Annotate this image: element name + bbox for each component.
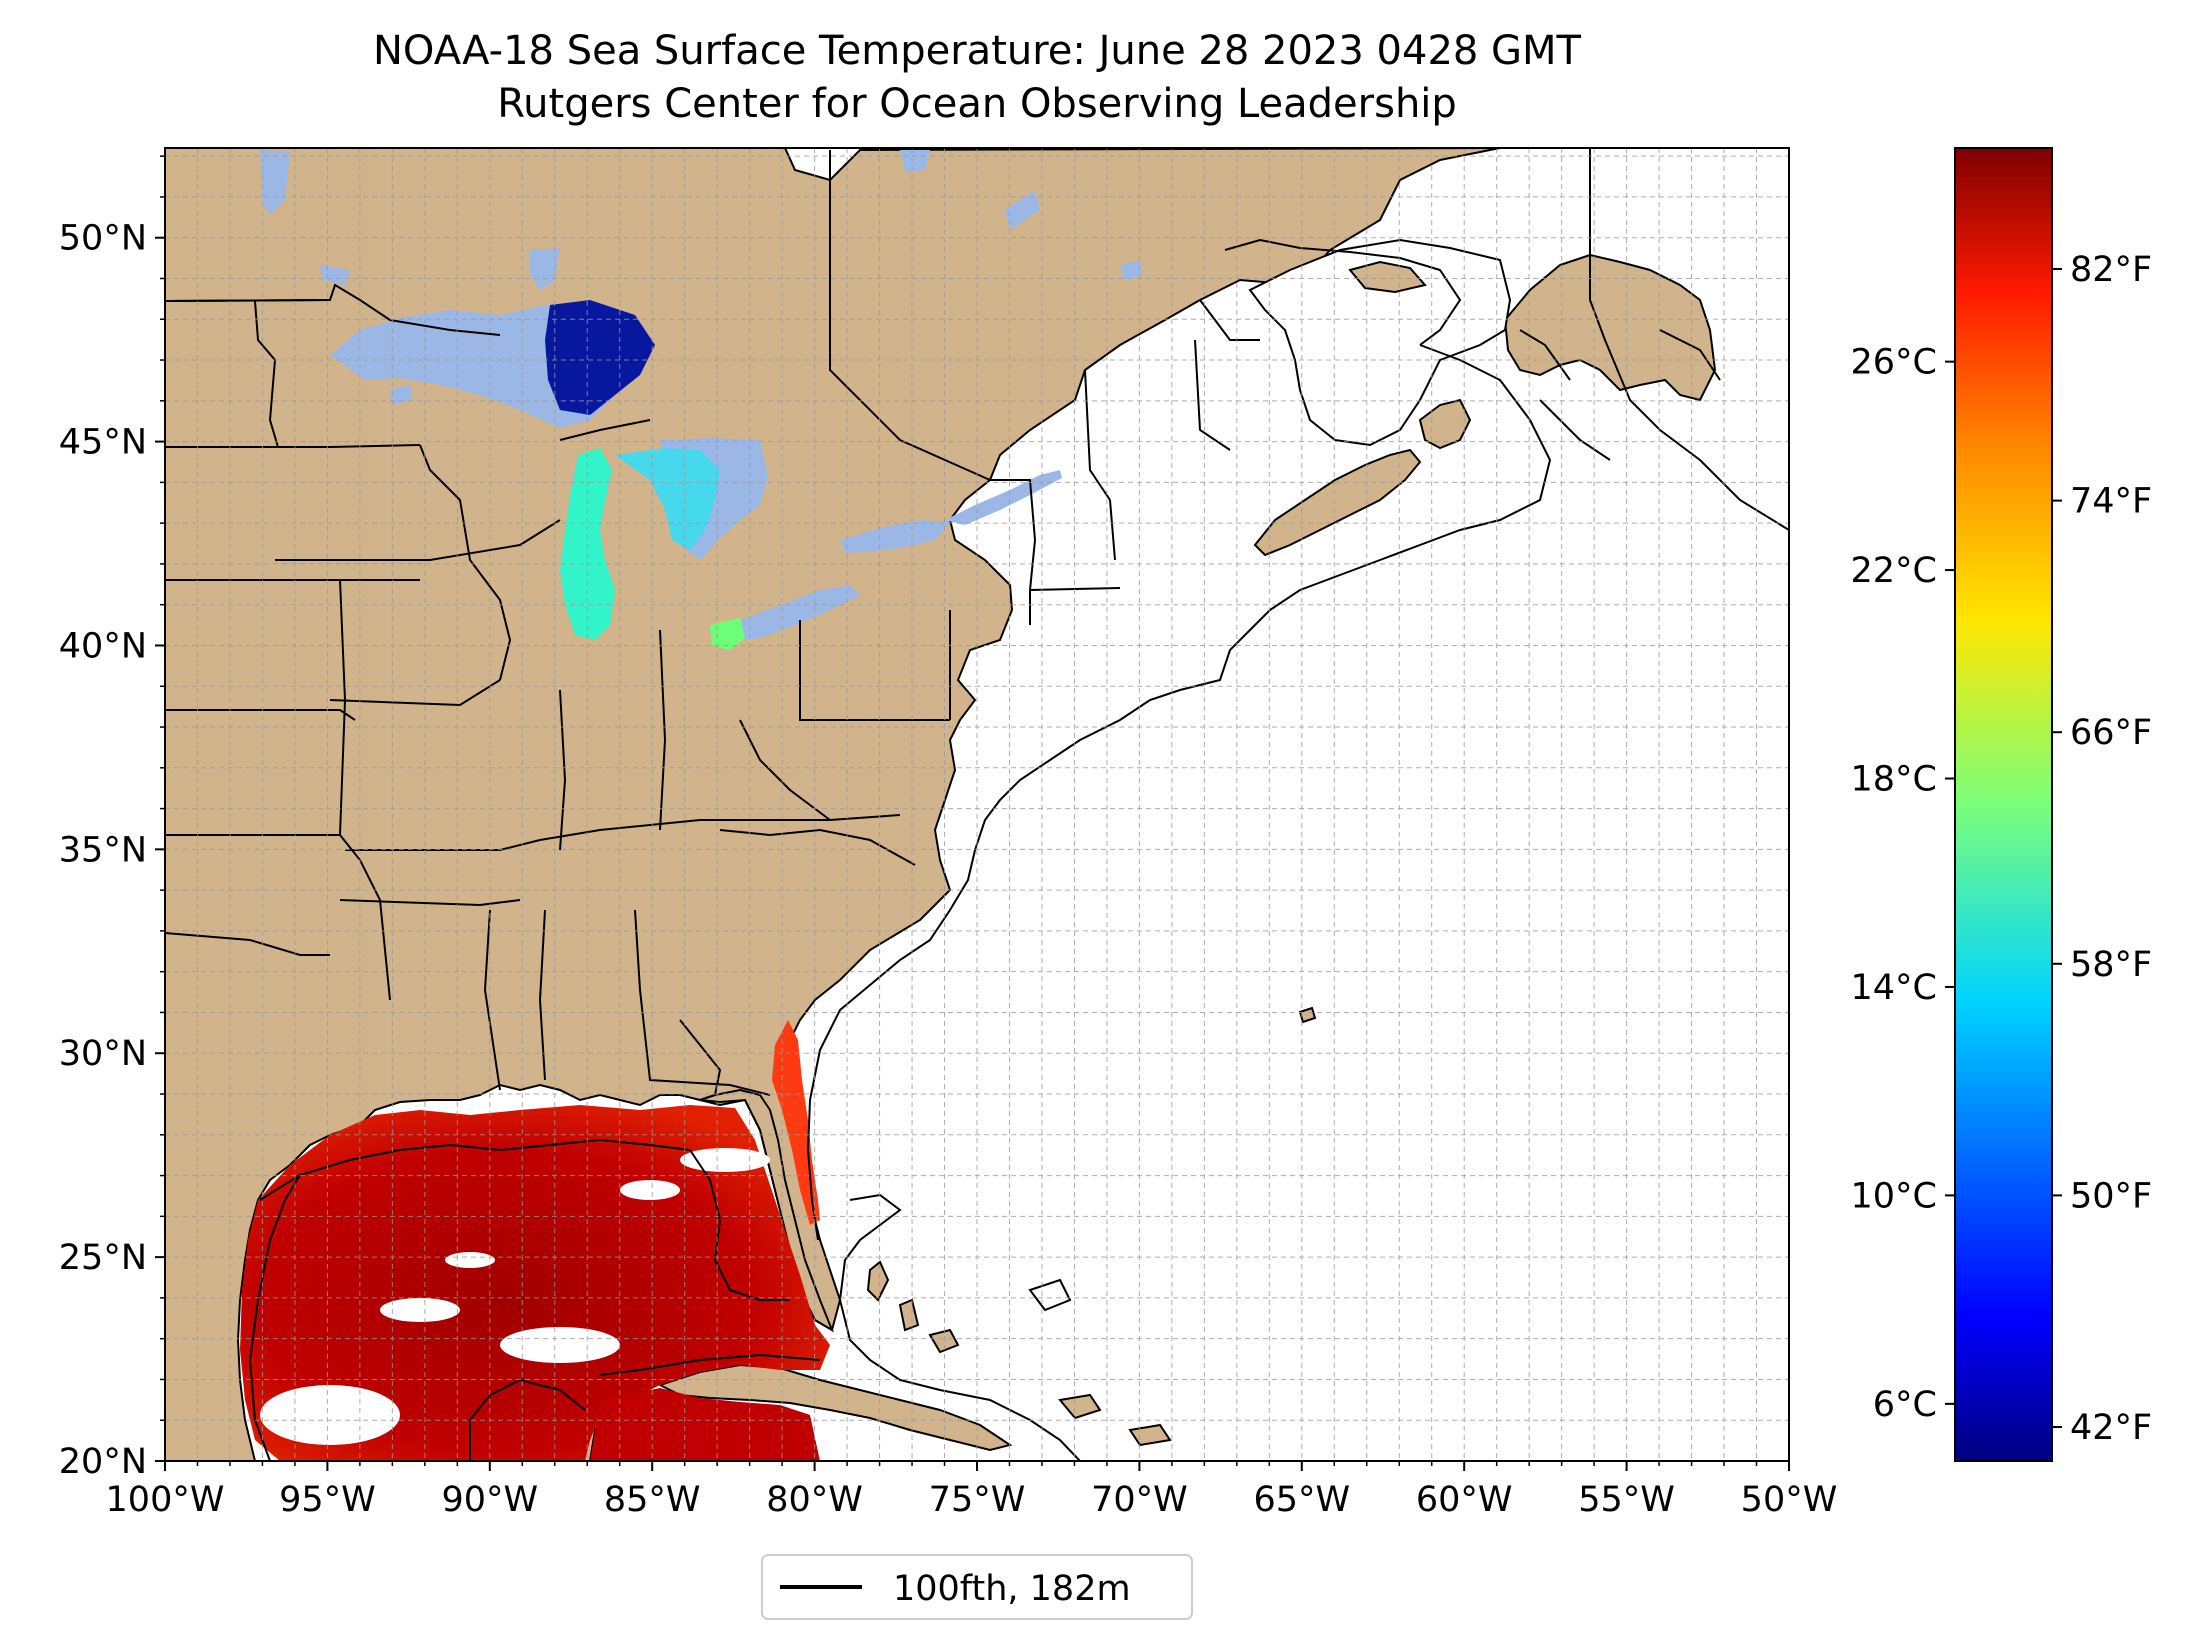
colorbar-gradient [1954, 147, 2053, 1462]
fahrenheit-tick-label: 66°F [2070, 713, 2152, 753]
celsius-tick-label: 6°C [1873, 1385, 1937, 1425]
x-tick-label: 85°W [604, 1480, 701, 1520]
gulf-of-st-lawrence [1248, 238, 1512, 447]
x-tick-label: 75°W [929, 1480, 1026, 1520]
y-tick-label: 20°N [59, 1442, 147, 1482]
lake-huron-sst [615, 448, 720, 550]
celsius-tick-label: 14°C [1851, 968, 1937, 1008]
legend: 100fth, 182m [761, 1554, 1193, 1620]
celsius-tick-label: 22°C [1851, 551, 1937, 591]
celsius-tick-label: 10°C [1851, 1176, 1937, 1216]
anticosti-island [1348, 260, 1427, 294]
bahamas-islands [866, 1006, 1317, 1447]
fahrenheit-ticks: 42°F 50°F 58°F 66°F 74°F 82°F [2052, 250, 2152, 1448]
celsius-tick-label: 26°C [1851, 343, 1937, 383]
x-tick-label: 90°W [441, 1480, 538, 1520]
y-axis: 20°N 25°N 30°N 35°N 40°N 45°N 50°N [59, 155, 165, 1482]
title-line-2: Rutgers Center for Ocean Observing Leade… [497, 81, 1457, 127]
gridlines [165, 148, 1789, 1461]
land-florida [699, 1088, 835, 1333]
state-borders [165, 150, 1260, 1101]
colorbar: 6°C 10°C 14°C 18°C 22°C 26°C 42°F 50°F 58°F 66°F… [1851, 147, 2152, 1462]
fahrenheit-tick-label: 50°F [2070, 1176, 2152, 1216]
map-panel [165, 148, 1789, 1461]
great-lakes [330, 300, 1062, 650]
x-tick-label: 70°W [1091, 1480, 1188, 1520]
canada-us-border [165, 283, 501, 336]
fahrenheit-tick-label: 74°F [2070, 482, 2152, 522]
x-tick-label: 100°W [106, 1480, 225, 1520]
lake-erie [740, 585, 860, 640]
lake-erie-sst [710, 618, 745, 650]
y-tick-label: 45°N [59, 423, 147, 463]
y-tick-label: 30°N [59, 1034, 147, 1074]
x-tick-label: 50°W [1741, 1480, 1838, 1520]
land-nova-scotia [1253, 448, 1422, 557]
x-tick-label: 95°W [279, 1480, 376, 1520]
fahrenheit-tick-label: 58°F [2070, 945, 2152, 985]
title-line-1: NOAA-18 Sea Surface Temperature: June 28… [373, 28, 1582, 74]
lake-ontario [840, 520, 950, 553]
y-tick-label: 50°N [59, 219, 147, 259]
y-tick-label: 25°N [59, 1238, 147, 1278]
caribbean-sst [590, 1388, 820, 1461]
x-tick-label: 80°W [766, 1480, 863, 1520]
gulf-of-mexico-sst [240, 1105, 830, 1461]
celsius-ticks: 6°C 10°C 14°C 18°C 22°C 26°C [1851, 343, 1955, 1425]
st-lawrence-river [945, 470, 1062, 525]
x-tick-label: 60°W [1416, 1480, 1513, 1520]
x-axis: 100°W 95°W 90°W 85°W 80°W 75°W 70°W 65°W 60°W 55°… [106, 1461, 1838, 1520]
y-tick-label: 35°N [59, 830, 147, 870]
fahrenheit-tick-label: 42°F [2070, 1408, 2152, 1448]
legend-box [761, 1554, 1193, 1620]
x-tick-label: 55°W [1578, 1480, 1675, 1520]
x-tick-label: 65°W [1253, 1480, 1350, 1520]
legend-label: 100fth, 182m [893, 1569, 1131, 1609]
atlantic-florida-coastal-sst [772, 1020, 820, 1225]
celsius-tick-label: 18°C [1851, 760, 1937, 800]
fahrenheit-tick-label: 82°F [2070, 250, 2152, 290]
y-tick-label: 40°N [59, 626, 147, 666]
lake-superior-sst [545, 300, 655, 415]
isobath-100fth [248, 148, 1789, 1461]
